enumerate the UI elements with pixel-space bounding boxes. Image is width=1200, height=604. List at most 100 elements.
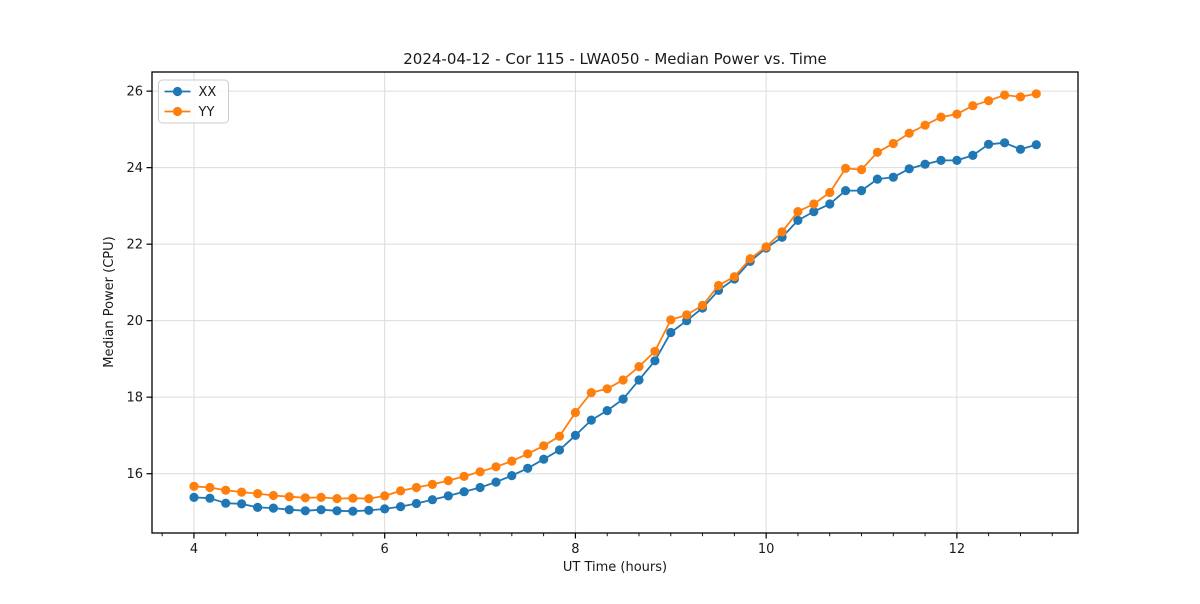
data-point-YY: [841, 163, 851, 173]
data-point-XX: [825, 199, 835, 209]
data-point-XX: [396, 502, 406, 512]
data-point-YY: [761, 242, 771, 252]
y-axis-label: Median Power (CPU): [102, 236, 117, 367]
data-point-YY: [443, 476, 453, 486]
data-point-XX: [1000, 138, 1010, 148]
data-point-YY: [745, 254, 755, 264]
data-point-YY: [364, 494, 374, 504]
data-point-YY: [491, 462, 501, 472]
data-point-YY: [300, 493, 310, 503]
x-tick-label: 12: [949, 542, 966, 557]
data-point-XX: [554, 445, 565, 455]
data-point-XX: [523, 463, 533, 473]
data-point-XX: [237, 499, 247, 509]
data-point-XX: [904, 164, 914, 174]
data-point-XX: [284, 505, 294, 515]
data-point-YY: [856, 165, 867, 175]
data-point-YY: [777, 227, 787, 237]
data-point-XX: [666, 327, 676, 338]
data-point-XX: [1015, 144, 1026, 154]
data-point-YY: [316, 492, 326, 502]
data-point-XX: [952, 155, 962, 165]
data-point-YY: [650, 346, 660, 356]
grid-layer: [152, 72, 1078, 533]
data-point-XX: [872, 174, 883, 184]
y-tick-label: 22: [126, 238, 143, 253]
data-point-XX: [968, 150, 978, 160]
data-point-XX: [1031, 140, 1041, 150]
data-point-XX: [348, 506, 358, 516]
data-point-XX: [411, 498, 421, 509]
data-point-XX: [841, 186, 851, 196]
data-point-XX: [570, 430, 581, 440]
y-tick-label: 20: [126, 314, 143, 329]
data-point-YY: [872, 147, 883, 157]
data-point-XX: [380, 504, 390, 514]
data-point-YY: [904, 128, 914, 138]
data-point-YY: [666, 315, 676, 325]
data-point-YY: [793, 207, 803, 217]
y-tick-label: 24: [126, 161, 143, 176]
data-point-XX: [888, 172, 898, 182]
legend: XX YY: [158, 79, 229, 124]
data-point-YY: [888, 138, 898, 149]
y-tick-label: 26: [126, 85, 143, 100]
data-point-YY: [713, 280, 724, 291]
data-point-YY: [682, 310, 692, 320]
series-layer: [189, 89, 1041, 516]
axes-layer: 4 6 8 10 12 16 18 20 22 24 26: [126, 71, 1079, 557]
data-point-XX: [316, 505, 326, 515]
x-tick-label: 4: [190, 542, 198, 557]
data-point-YY: [936, 112, 946, 122]
data-point-XX: [475, 482, 485, 493]
data-point-XX: [300, 506, 310, 516]
data-point-YY: [396, 486, 406, 496]
data-point-XX: [984, 139, 994, 149]
data-point-XX: [793, 215, 803, 225]
data-point-XX: [268, 503, 278, 513]
plot-area: [151, 71, 1079, 534]
data-point-YY: [253, 489, 263, 499]
data-point-YY: [459, 471, 469, 481]
data-point-XX: [491, 477, 501, 487]
data-point-XX: [602, 406, 612, 416]
x-tick-label: 6: [381, 542, 389, 557]
data-point-XX: [205, 493, 215, 503]
legend-label-XX: XX: [199, 85, 217, 100]
data-point-YY: [237, 487, 247, 497]
legend-box: [158, 79, 229, 124]
data-point-XX: [936, 155, 946, 165]
legend-marker-YY: [172, 106, 183, 117]
data-point-XX: [459, 487, 469, 497]
x-tick-label: 8: [571, 542, 579, 557]
data-point-YY: [539, 441, 549, 451]
legend-label-YY: YY: [198, 105, 215, 120]
data-point-YY: [427, 479, 437, 489]
data-point-YY: [634, 362, 644, 372]
data-point-YY: [221, 485, 231, 495]
chart-title: 2024-04-12 - Cor 115 - LWA050 - Median P…: [403, 50, 827, 68]
series-line-XX: [193, 141, 1038, 513]
data-point-YY: [268, 490, 278, 501]
data-point-XX: [332, 506, 342, 516]
data-point-YY: [380, 491, 390, 501]
data-point-XX: [634, 375, 644, 385]
data-point-XX: [364, 505, 374, 515]
data-point-XX: [189, 492, 199, 502]
data-point-YY: [729, 272, 740, 282]
data-point-XX: [650, 356, 660, 366]
data-point-XX: [507, 471, 517, 481]
data-point-YY: [284, 492, 294, 502]
data-point-YY: [602, 384, 612, 394]
x-axis-label: UT Time (hours): [563, 560, 667, 575]
data-point-YY: [332, 494, 342, 504]
data-point-YY: [189, 481, 199, 491]
data-point-YY: [618, 375, 628, 385]
data-point-YY: [411, 482, 421, 493]
data-point-YY: [205, 482, 215, 493]
data-point-YY: [920, 120, 930, 130]
data-point-YY: [523, 449, 533, 459]
series-line-YY: [193, 92, 1038, 500]
